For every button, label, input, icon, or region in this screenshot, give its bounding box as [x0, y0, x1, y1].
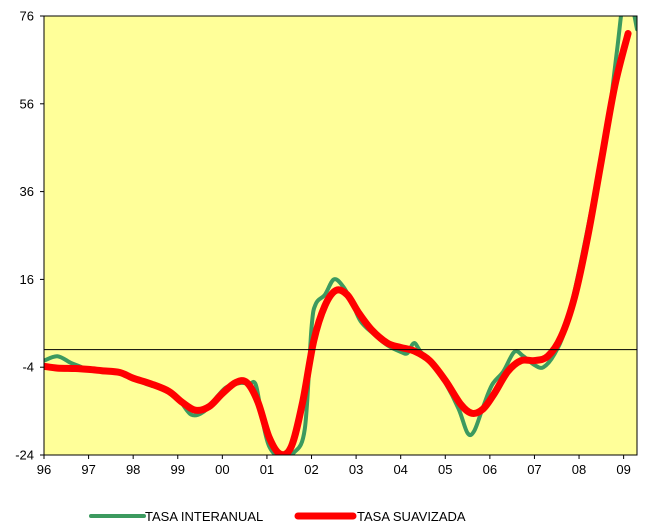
- y-tick-label: -4: [22, 360, 34, 375]
- plot-area: [44, 16, 637, 455]
- x-tick-label: 05: [438, 462, 452, 477]
- y-tick-label: 76: [20, 9, 34, 24]
- x-tick-label: 04: [393, 462, 407, 477]
- legend-label-tasa-suavizada: TASA SUAVIZADA: [357, 509, 466, 524]
- x-tick-label: 97: [81, 462, 95, 477]
- y-tick-label: 56: [20, 96, 34, 111]
- legend-label-tasa-interanual: TASA INTERANUAL: [145, 509, 263, 524]
- x-tick-label: 08: [572, 462, 586, 477]
- x-tick-label: 06: [483, 462, 497, 477]
- x-tick-label: 00: [215, 462, 229, 477]
- y-axis: -24 -4 16 36 56 76: [15, 9, 44, 463]
- x-tick-label: 02: [304, 462, 318, 477]
- plot-frame: [43, 15, 638, 456]
- x-tick-label: 03: [349, 462, 363, 477]
- x-tick-label: 01: [260, 462, 274, 477]
- series-layer: [44, 16, 637, 455]
- x-axis: 96 97 98 99 00 01 02 03 04 05 06 07 08 09: [37, 455, 631, 477]
- x-tick-label: 07: [527, 462, 541, 477]
- y-tick-label: 36: [20, 184, 34, 199]
- series-line-tasa-suavizada: [44, 30, 632, 455]
- x-tick-label: 99: [171, 462, 185, 477]
- y-tick-label: 16: [20, 272, 34, 287]
- y-tick-label: -24: [15, 448, 34, 463]
- x-tick-label: 96: [37, 462, 51, 477]
- legend: TASA INTERANUAL TASA SUAVIZADA: [89, 509, 466, 524]
- x-tick-label: 98: [126, 462, 140, 477]
- x-tick-label: 09: [616, 462, 630, 477]
